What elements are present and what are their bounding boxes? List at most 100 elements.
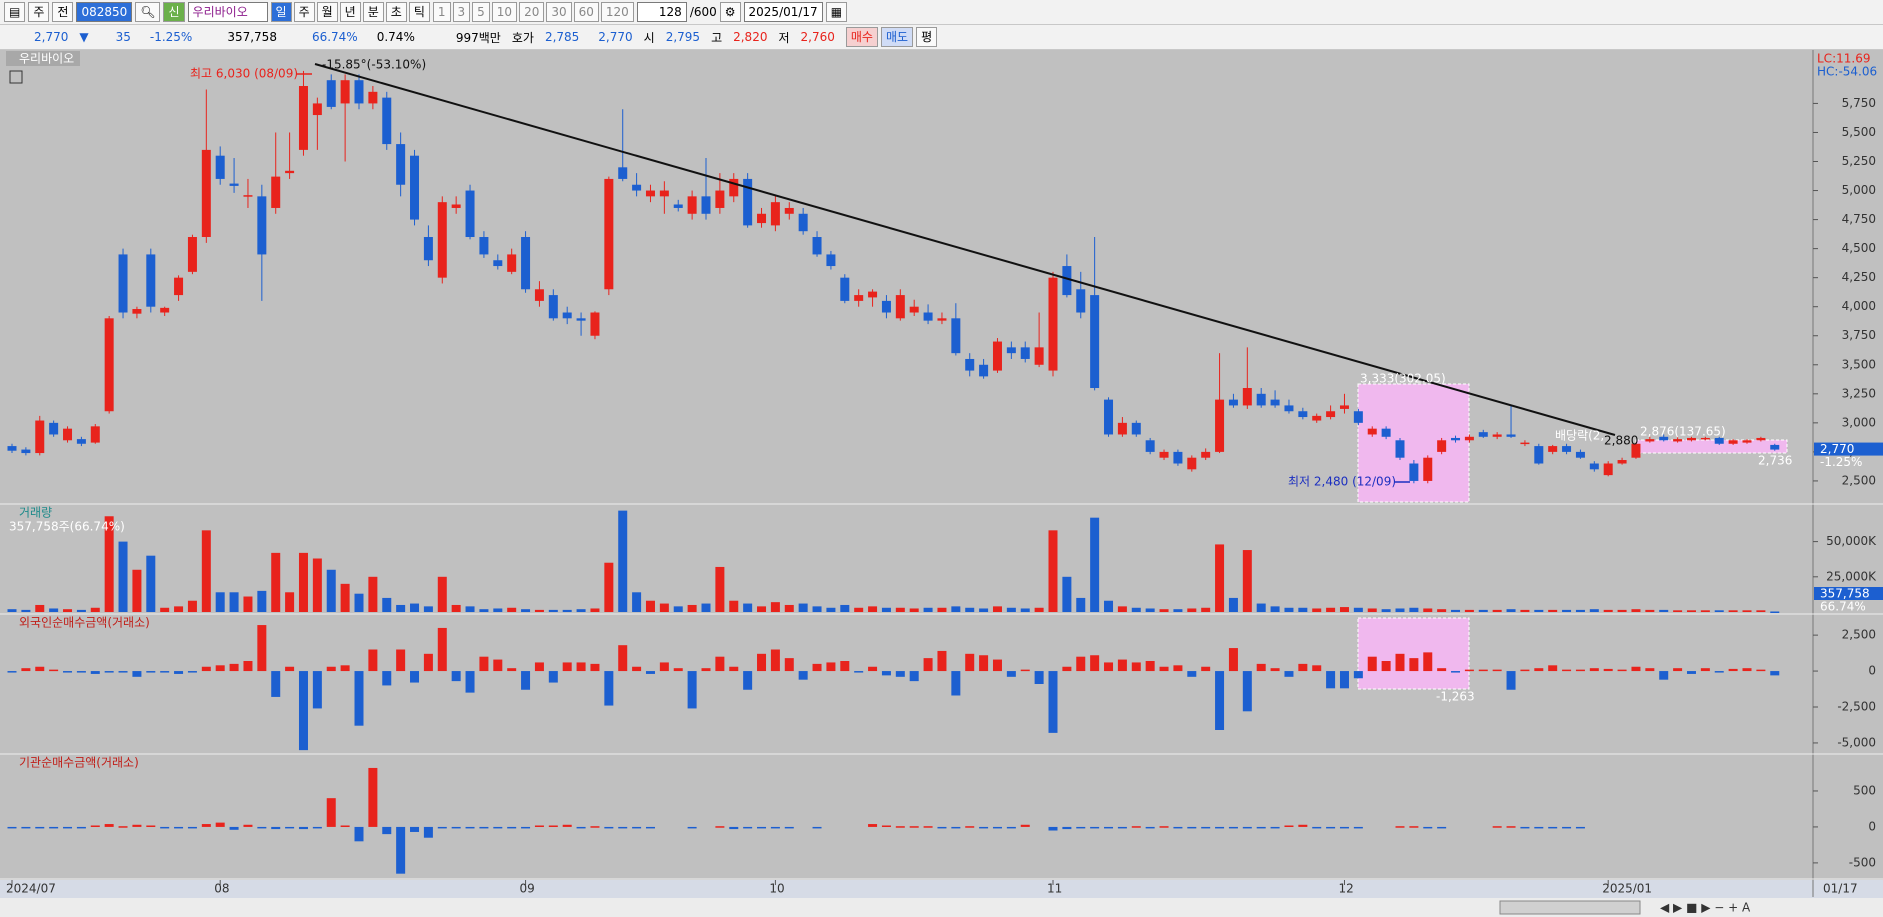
candle-body: [1700, 437, 1710, 440]
period-button[interactable]: 분: [362, 2, 384, 22]
bar: [521, 826, 531, 829]
period-button[interactable]: 주: [293, 2, 315, 22]
panel-icon[interactable]: [9, 70, 23, 84]
scrollbar[interactable]: [0, 898, 1883, 917]
candle-body: [1451, 437, 1461, 441]
interval-group: 1 3 5 10 20 30 60 120: [432, 2, 634, 22]
bar: [396, 604, 406, 612]
bar: [645, 671, 655, 674]
bar: [326, 569, 336, 612]
bar: [104, 824, 114, 827]
candle-body: [187, 237, 197, 272]
candle-body: [507, 254, 517, 272]
scroll-controls[interactable]: ◀ ▶ ■ ▶ − + A: [1660, 901, 1751, 915]
bar: [1298, 663, 1308, 672]
candle-body: [1548, 446, 1558, 452]
count-input[interactable]: 128: [636, 2, 687, 22]
bar: [1492, 826, 1502, 828]
high-label: 고: [711, 30, 723, 45]
date-input[interactable]: 2025/01/17: [743, 2, 823, 22]
candle-body: [659, 190, 669, 197]
period-button[interactable]: 월: [316, 2, 338, 22]
calendar-icon[interactable]: ▦: [825, 2, 848, 22]
bar: [354, 671, 364, 726]
period-button[interactable]: 년: [339, 2, 361, 22]
bar: [618, 826, 628, 829]
period-button[interactable]: 틱: [408, 2, 430, 22]
y-tick-label: 4,750: [1842, 212, 1876, 226]
bar: [298, 552, 308, 612]
bar: [63, 826, 73, 829]
avg-button[interactable]: 평: [916, 27, 938, 47]
bar: [229, 592, 239, 612]
candle-body: [909, 306, 919, 313]
bar: [1117, 826, 1127, 829]
market-button[interactable]: 주: [28, 2, 50, 22]
interval-button[interactable]: 5: [472, 2, 490, 22]
interval-button[interactable]: 120: [600, 2, 634, 22]
candle-body: [21, 449, 31, 454]
bar: [534, 609, 544, 612]
bar: [1256, 663, 1266, 672]
bar: [104, 516, 114, 612]
change-pct: -1.25%: [149, 30, 193, 44]
interval-button[interactable]: 1: [432, 2, 451, 22]
bar: [160, 826, 170, 829]
interval-button[interactable]: 3: [452, 2, 471, 22]
buy-button[interactable]: 매수: [845, 27, 878, 47]
bar: [382, 826, 392, 835]
bar: [243, 596, 253, 612]
bar: [1201, 826, 1211, 829]
bar: [909, 608, 919, 612]
bar: [937, 826, 947, 829]
bar: [201, 530, 211, 612]
interval-button[interactable]: 60: [573, 2, 599, 22]
bar: [1562, 609, 1572, 612]
period-button[interactable]: 일: [270, 2, 292, 22]
bar: [1520, 669, 1530, 672]
candle-body: [326, 80, 336, 107]
interval-button[interactable]: 30: [546, 2, 572, 22]
bar: [437, 826, 447, 829]
bar: [90, 825, 100, 827]
bar: [909, 826, 919, 828]
candle-body: [201, 149, 211, 238]
candle-body: [701, 196, 711, 214]
candle-body: [1034, 347, 1044, 365]
bar: [854, 607, 864, 612]
search-button[interactable]: 🔍︎: [135, 2, 161, 22]
bar: [1645, 609, 1655, 612]
bar: [798, 671, 808, 680]
interval-button[interactable]: 10: [491, 2, 518, 22]
bar: [1020, 608, 1030, 612]
marks: 2024/0708091011122025/012,5002,7503,0003…: [6, 70, 1883, 896]
bar: [729, 600, 739, 612]
candle-body: [1020, 347, 1030, 359]
code-input[interactable]: 082850: [76, 2, 133, 22]
all-button[interactable]: 전: [52, 2, 74, 22]
ex-dividend-annotation: 배당락(2,: [1555, 429, 1604, 443]
bar: [118, 671, 128, 673]
bar: [1104, 600, 1114, 612]
candle-body: [868, 291, 878, 298]
bar: [1326, 826, 1336, 829]
bar: [895, 607, 905, 612]
sell-button[interactable]: 매도: [880, 27, 914, 47]
interval-button[interactable]: 20: [519, 2, 545, 22]
bar: [285, 592, 295, 612]
candle-body: [1326, 411, 1336, 418]
box2-annotation: 2,876(137.65): [1640, 425, 1726, 439]
bar: [1506, 826, 1516, 828]
bar: [812, 606, 822, 612]
tool-icon[interactable]: ⚙: [719, 2, 741, 22]
menu-icon[interactable]: ▤: [4, 2, 26, 22]
bar: [1270, 826, 1280, 829]
scroll-thumb[interactable]: [1499, 900, 1641, 915]
period-button[interactable]: 초: [385, 2, 407, 22]
bar: [187, 671, 197, 673]
bar: [451, 604, 461, 612]
candle-body: [1742, 440, 1752, 443]
bar: [1048, 530, 1058, 612]
bar: [1117, 659, 1127, 672]
